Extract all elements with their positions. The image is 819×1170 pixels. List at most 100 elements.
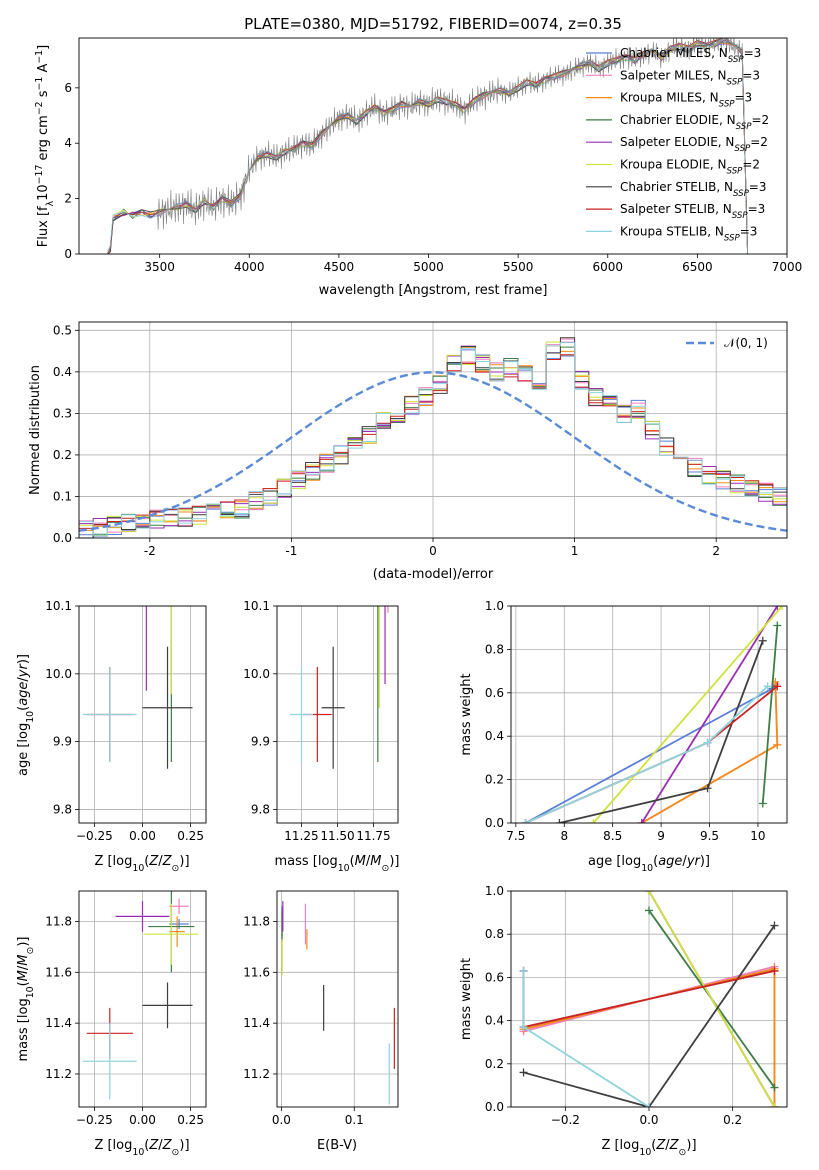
x-axis-label-part: /	[665, 1138, 670, 1153]
mass-weight-marker	[521, 819, 530, 823]
axes-frame	[276, 605, 399, 824]
x-tick-label: 8	[560, 829, 568, 843]
legend-label: Salpeter STELIB, NSSP=3	[620, 202, 765, 221]
y-axis-label-part: λ	[45, 200, 56, 206]
mass-weight-marker	[519, 966, 528, 975]
x-axis-label-part: ⊙	[172, 863, 180, 874]
y-tick-label: 11.4	[45, 1016, 72, 1030]
mass-weight-marker	[770, 921, 779, 930]
x-axis-label-part: )]	[700, 854, 710, 869]
mass-weight-marker	[758, 636, 767, 645]
axes-frame	[78, 37, 788, 255]
residual-histogram	[79, 354, 787, 529]
legend-label: Kroupa MILES, NSSP=3	[620, 91, 752, 110]
x-tick-label: 1	[571, 544, 579, 558]
mass-weight-marker	[555, 819, 564, 823]
x-axis-label-part: ⊙	[172, 1147, 180, 1158]
y-axis-label-part: −17	[34, 165, 45, 185]
x-axis-label-part: M	[370, 854, 381, 869]
age_vs_Z-plot	[82, 606, 193, 769]
x-axis-label-part: 10	[132, 1147, 144, 1158]
y-tick-label: 11.8	[243, 914, 270, 928]
y-axis-label: mass [log10(M/M⊙)]	[16, 937, 36, 1062]
y-tick-label: 11.2	[45, 1067, 72, 1081]
x-tick-label: 9.5	[700, 829, 719, 843]
axes-frame	[510, 605, 788, 824]
x-tick-label: 6000	[592, 260, 623, 274]
y-axis-label-part: ]	[36, 45, 51, 50]
mass-weight-marker	[770, 966, 779, 975]
y-tick-label: 10.0	[243, 667, 270, 681]
residual-histogram	[79, 346, 787, 538]
residuals-legend: 𝒩(0, 1)	[686, 336, 768, 350]
x-tick-label: 0.0	[639, 1113, 658, 1127]
mass-weight-marker	[773, 682, 782, 691]
x-tick-label: 0.00	[129, 829, 156, 843]
x-axis-label-part: Z [log	[94, 1138, 132, 1153]
legend-label-part: =3	[742, 68, 760, 82]
x-axis-label-part: Z	[148, 1138, 159, 1153]
legend-label-part: Salpeter ELODIE, N	[620, 135, 734, 149]
y-axis-label: mass weight	[459, 958, 474, 1040]
legend-label-part: SSP	[719, 100, 736, 110]
y-tick-label: 1.0	[485, 884, 504, 898]
mass-weight-marker	[770, 1083, 779, 1092]
x-axis-label: age [log10(age/yr)]	[588, 854, 710, 874]
y-axis-label-part: −1	[34, 50, 45, 64]
x-axis-label: mass [log10(M/M⊙)]	[275, 854, 400, 874]
legend-label-part: Kroupa MILES, N	[620, 91, 719, 105]
x-axis-label-part: (	[144, 1138, 149, 1153]
y-tick-label: 11.4	[243, 1016, 270, 1030]
residual-histogram	[79, 338, 787, 533]
x-axis-label-part: 10	[639, 1147, 651, 1158]
x-axis-label-part: Z	[162, 1138, 173, 1153]
x-axis-label-part: 10	[641, 863, 653, 874]
x-tick-label: 5000	[413, 260, 444, 274]
x-axis-label-part: (	[651, 1138, 656, 1153]
y-tick-label: 0.2	[485, 773, 504, 787]
x-axis-label-part: yr	[686, 854, 702, 869]
y-axis-label-part: s	[36, 90, 51, 101]
x-tick-label: 11.25	[284, 829, 318, 843]
x-tick-label: −0.25	[76, 829, 113, 843]
x-axis-label-part: /	[158, 854, 163, 869]
mass-weight-line	[640, 606, 779, 823]
axes-frame	[78, 321, 788, 539]
mass-weight-marker	[770, 1103, 779, 1107]
legend-label: Chabrier STELIB, NSSP=3	[620, 180, 767, 199]
mass-weight-marker	[519, 1023, 528, 1032]
x-axis-label-part: )]	[179, 1138, 189, 1153]
x-axis-label-part: Z	[148, 854, 159, 869]
y-tick-label: 9.8	[251, 802, 270, 816]
x-axis-label-part: Z	[162, 854, 173, 869]
weight_vs_Z-plot	[519, 891, 779, 1107]
y-tick-label: 0	[64, 247, 72, 261]
legend-label-part: SSP	[724, 233, 741, 243]
x-tick-label: 0	[429, 544, 437, 558]
x-axis-label: wavelength [Angstrom, rest frame]	[319, 283, 548, 298]
axes-frame	[510, 890, 788, 1108]
y-axis-label-part: Flux [f	[36, 206, 51, 247]
x-tick-label: 0.1	[345, 1113, 364, 1127]
y-axis-label: Normed distribution	[28, 365, 43, 495]
y-tick-label: 6	[64, 81, 72, 95]
x-tick-label: 4000	[234, 260, 265, 274]
y-tick-label: 10.0	[45, 667, 72, 681]
x-tick-label: −0.25	[76, 1113, 113, 1127]
x-tick-label: 5500	[503, 260, 534, 274]
x-axis-label: Z [log10(Z/Z⊙)]	[94, 1138, 189, 1158]
mass-weight-marker	[519, 1068, 528, 1077]
x-axis-label-part: )]	[389, 854, 399, 869]
x-axis-label-part: ⊙	[382, 863, 390, 874]
y-axis-label-part: yr	[16, 662, 31, 678]
mass-weight-marker	[778, 606, 787, 610]
legend-label-part: Chabrier ELODIE, N	[620, 113, 736, 127]
x-tick-label: 2	[712, 544, 720, 558]
x-axis-label: E(B-V)	[317, 1138, 357, 1153]
x-axis-label: Z [log10(Z/Z⊙)]	[94, 854, 189, 874]
x-tick-label: 7.5	[506, 829, 525, 843]
y-tick-label: 0.8	[485, 642, 504, 656]
y-tick-label: 0.2	[485, 1057, 504, 1071]
mass-weight-line	[761, 625, 779, 804]
